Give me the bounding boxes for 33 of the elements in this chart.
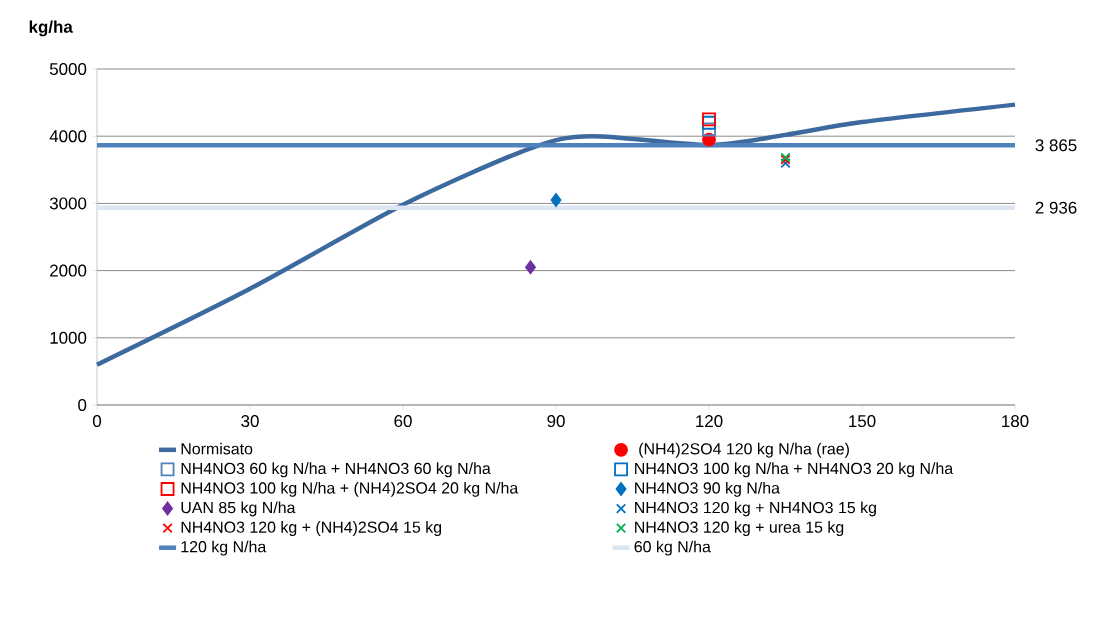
x-tick-label: 60 (394, 415, 412, 428)
point (702, 132, 716, 147)
y-tick-label: 2000 (50, 264, 87, 277)
point (525, 260, 536, 275)
legend-label: NH4NO3 90 kg N/ha (635, 481, 780, 497)
y-axis-title: kg/ha (29, 20, 73, 37)
legend-label: NH4NO3 120 kg + (NH4)2SO4 15 kg (181, 521, 442, 536)
x-tick-label: 180 (1002, 415, 1029, 428)
legend-label: UAN 85 kg N/ha (181, 501, 296, 517)
x-tick-label: 120 (696, 415, 723, 428)
legend-label: NH4NO3 100 kg N/ha + NH4NO3 20 kg N/ha (635, 462, 954, 478)
x-tick-label: 150 (849, 415, 876, 428)
y-tick-label: 3000 (49, 197, 87, 210)
legend-label: 60 kg N/ha (634, 540, 711, 556)
legend-label: 120 kg N/ha (181, 540, 267, 556)
point (780, 157, 791, 169)
y-tick-label: 5000 (49, 63, 87, 75)
data-label: 3 865 (1035, 139, 1077, 152)
y-tick-label: 1000 (50, 331, 87, 344)
x-tick-label: 90 (547, 415, 565, 428)
legend-label: Normisato (181, 442, 253, 455)
x-tick-label: 0 (92, 415, 102, 428)
legend-label: (NH4)2SO4 120 kg N/ha (rae) (639, 442, 849, 458)
data-label: 2 936 (1035, 201, 1077, 214)
y-tick-label: 4000 (49, 130, 87, 143)
y-tick-label: 0 (78, 399, 87, 411)
x-tick-label: 30 (241, 415, 259, 428)
legend-label: NH4NO3 60 kg N/ha + NH4NO3 60 kg N/ha (181, 462, 491, 478)
point (550, 193, 562, 207)
legend-label: NH4NO3 120 kg + urea 15 kg (635, 521, 844, 536)
legend-label: NH4NO3 100 kg N/ha + (NH4)2SO4 20 kg N/ha (181, 481, 519, 497)
legend-label: NH4NO3 120 kg + NH4NO3 15 kg (635, 501, 876, 517)
line-series (94, 102, 1018, 367)
